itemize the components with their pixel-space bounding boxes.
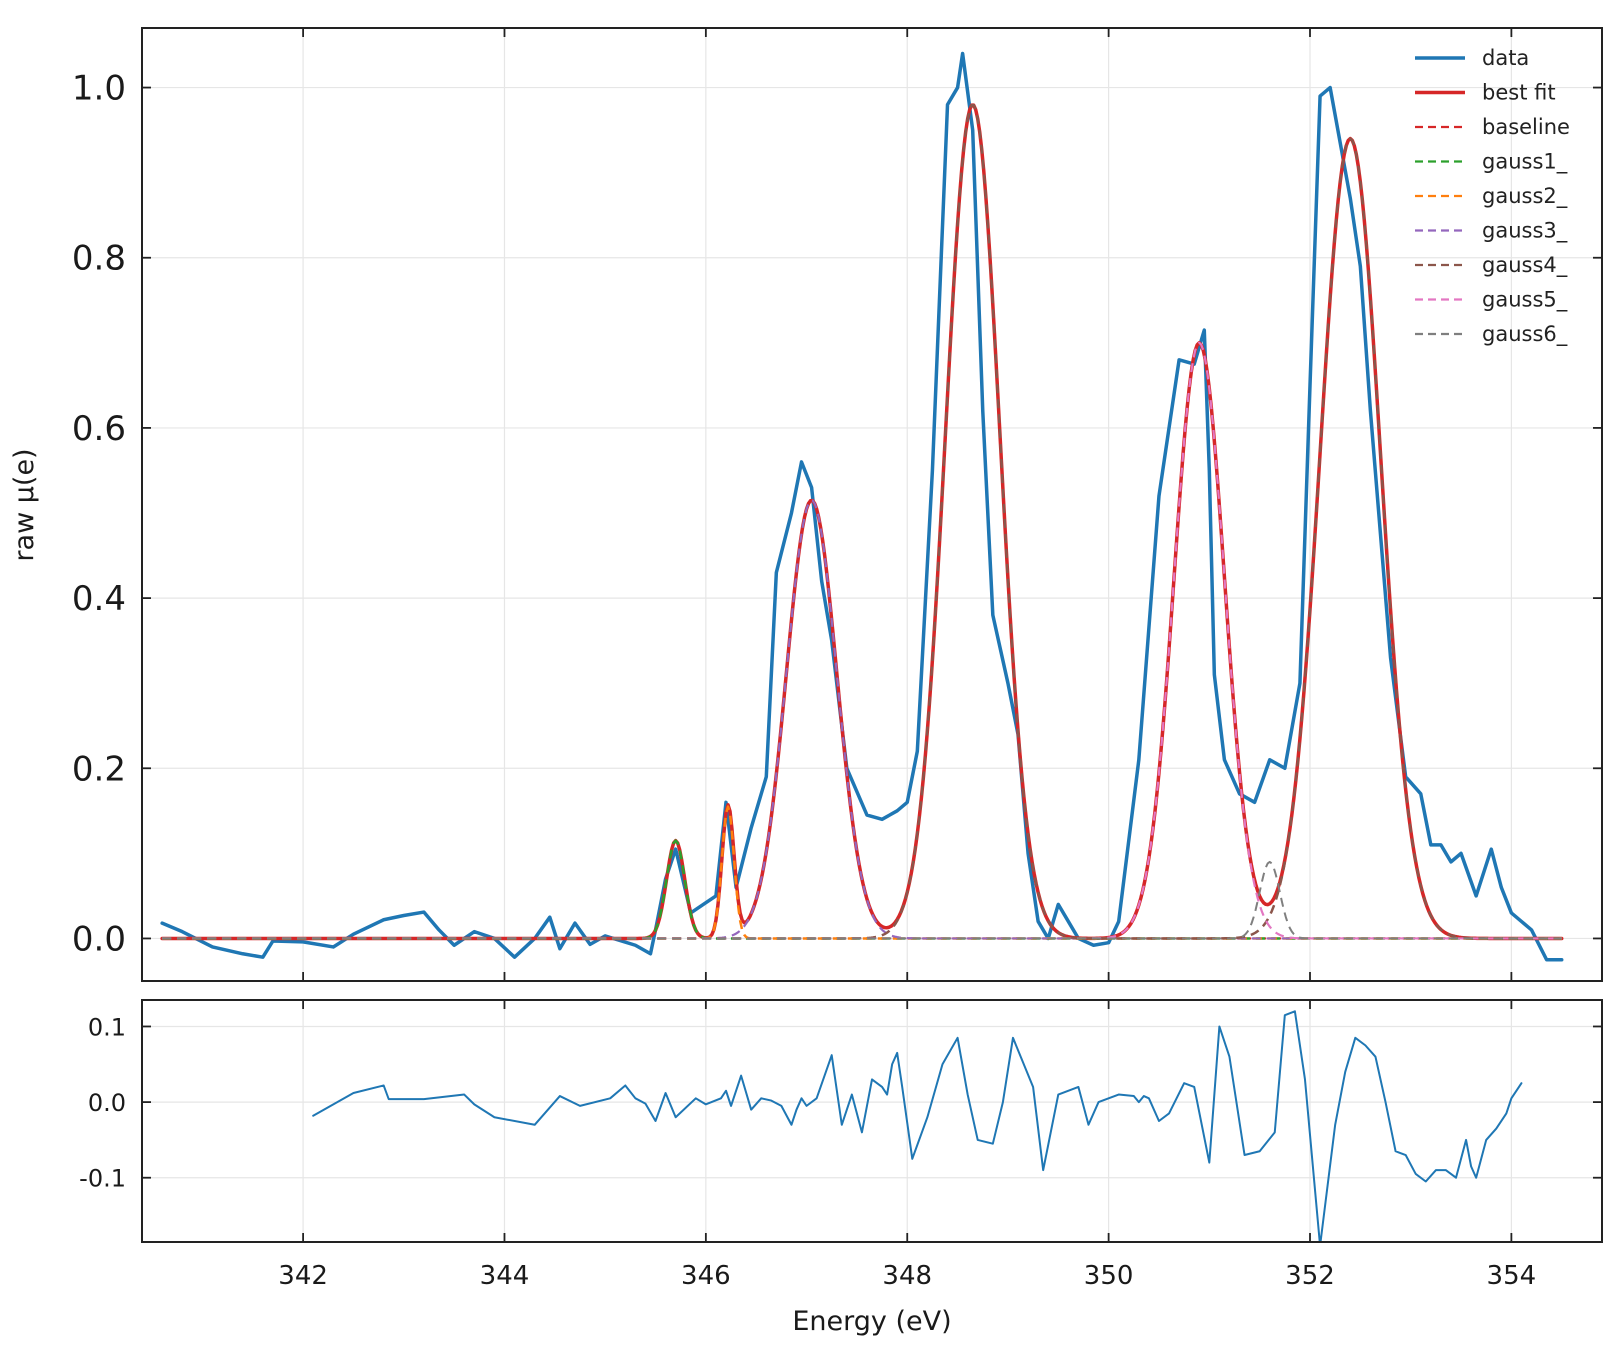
series-data-line bbox=[160, 51, 1564, 962]
legend-label: gauss3_ bbox=[1482, 219, 1568, 244]
series-residual-line bbox=[312, 1010, 1523, 1242]
x-tick-label: 350 bbox=[1084, 1261, 1134, 1291]
x-tick-label: 352 bbox=[1285, 1261, 1335, 1291]
legend-item-gauss1: gauss1_ bbox=[1415, 150, 1568, 175]
main-grid bbox=[142, 28, 1602, 981]
main-plot-frame bbox=[141, 27, 1603, 982]
legend-label: gauss5_ bbox=[1482, 288, 1568, 313]
legend-label: gauss2_ bbox=[1482, 184, 1568, 209]
x-axis-title: Energy (eV) bbox=[792, 1306, 951, 1337]
legend-item-gauss3: gauss3_ bbox=[1415, 219, 1568, 244]
x-tick-label: 354 bbox=[1487, 1261, 1537, 1291]
residual-plot: 0.1 0.0 -0.1 342 344 346 348 350 352 354 Energy … bbox=[79, 999, 1603, 1337]
residual-ticks bbox=[142, 1000, 1602, 1242]
y-tick-label: 0.1 bbox=[88, 1013, 126, 1041]
legend-label: gauss1_ bbox=[1482, 150, 1568, 175]
y-axis-title: raw µ(e) bbox=[9, 448, 40, 561]
legend-item-best-fit: best fit bbox=[1415, 81, 1556, 105]
x-tick-label: 342 bbox=[278, 1261, 328, 1291]
series-gauss6-line bbox=[162, 860, 1562, 940]
x-tick-label: 344 bbox=[480, 1261, 530, 1291]
legend-label: gauss4_ bbox=[1482, 253, 1568, 278]
legend-item-data: data bbox=[1415, 46, 1529, 70]
legend-item-gauss6: gauss6_ bbox=[1415, 322, 1568, 347]
main-series-group bbox=[160, 51, 1564, 962]
legend-item-gauss5: gauss5_ bbox=[1415, 288, 1568, 313]
legend-item-gauss2: gauss2_ bbox=[1415, 184, 1568, 209]
legend-item-gauss4: gauss4_ bbox=[1415, 253, 1568, 278]
residual-series-group bbox=[312, 1010, 1523, 1242]
y-tick-label: 0.0 bbox=[88, 1089, 126, 1117]
residual-plot-frame bbox=[141, 999, 1603, 1243]
main-ticks bbox=[142, 28, 1602, 981]
y-tick-label: 0.0 bbox=[72, 919, 126, 959]
legend-item-baseline: baseline bbox=[1415, 115, 1570, 139]
legend-label: gauss6_ bbox=[1482, 322, 1568, 347]
y-tick-label: 1.0 bbox=[72, 69, 126, 109]
y-tick-label: 0.4 bbox=[72, 579, 126, 619]
legend: data best fit baseline gauss1_ gauss2_ gauss3… bbox=[1415, 46, 1570, 347]
residual-grid bbox=[142, 1000, 1602, 1242]
main-y-tick-labels: 0.0 0.2 0.4 0.6 0.8 1.0 bbox=[72, 69, 126, 960]
x-tick-labels: 342 344 346 348 350 352 354 bbox=[278, 1261, 1536, 1291]
residual-y-tick-labels: 0.1 0.0 -0.1 bbox=[79, 1013, 126, 1192]
y-tick-label: 0.8 bbox=[72, 239, 126, 279]
x-tick-label: 348 bbox=[882, 1261, 932, 1291]
y-tick-label: 0.6 bbox=[72, 409, 126, 449]
y-tick-label: 0.2 bbox=[72, 749, 126, 789]
main-plot: 0.0 0.2 0.4 0.6 0.8 1.0 raw µ(e) data best fit… bbox=[9, 27, 1603, 982]
y-tick-label: -0.1 bbox=[79, 1165, 126, 1193]
legend-label: baseline bbox=[1482, 115, 1570, 139]
legend-label: best fit bbox=[1482, 81, 1556, 105]
x-tick-label: 346 bbox=[681, 1261, 731, 1291]
legend-label: data bbox=[1482, 46, 1529, 70]
